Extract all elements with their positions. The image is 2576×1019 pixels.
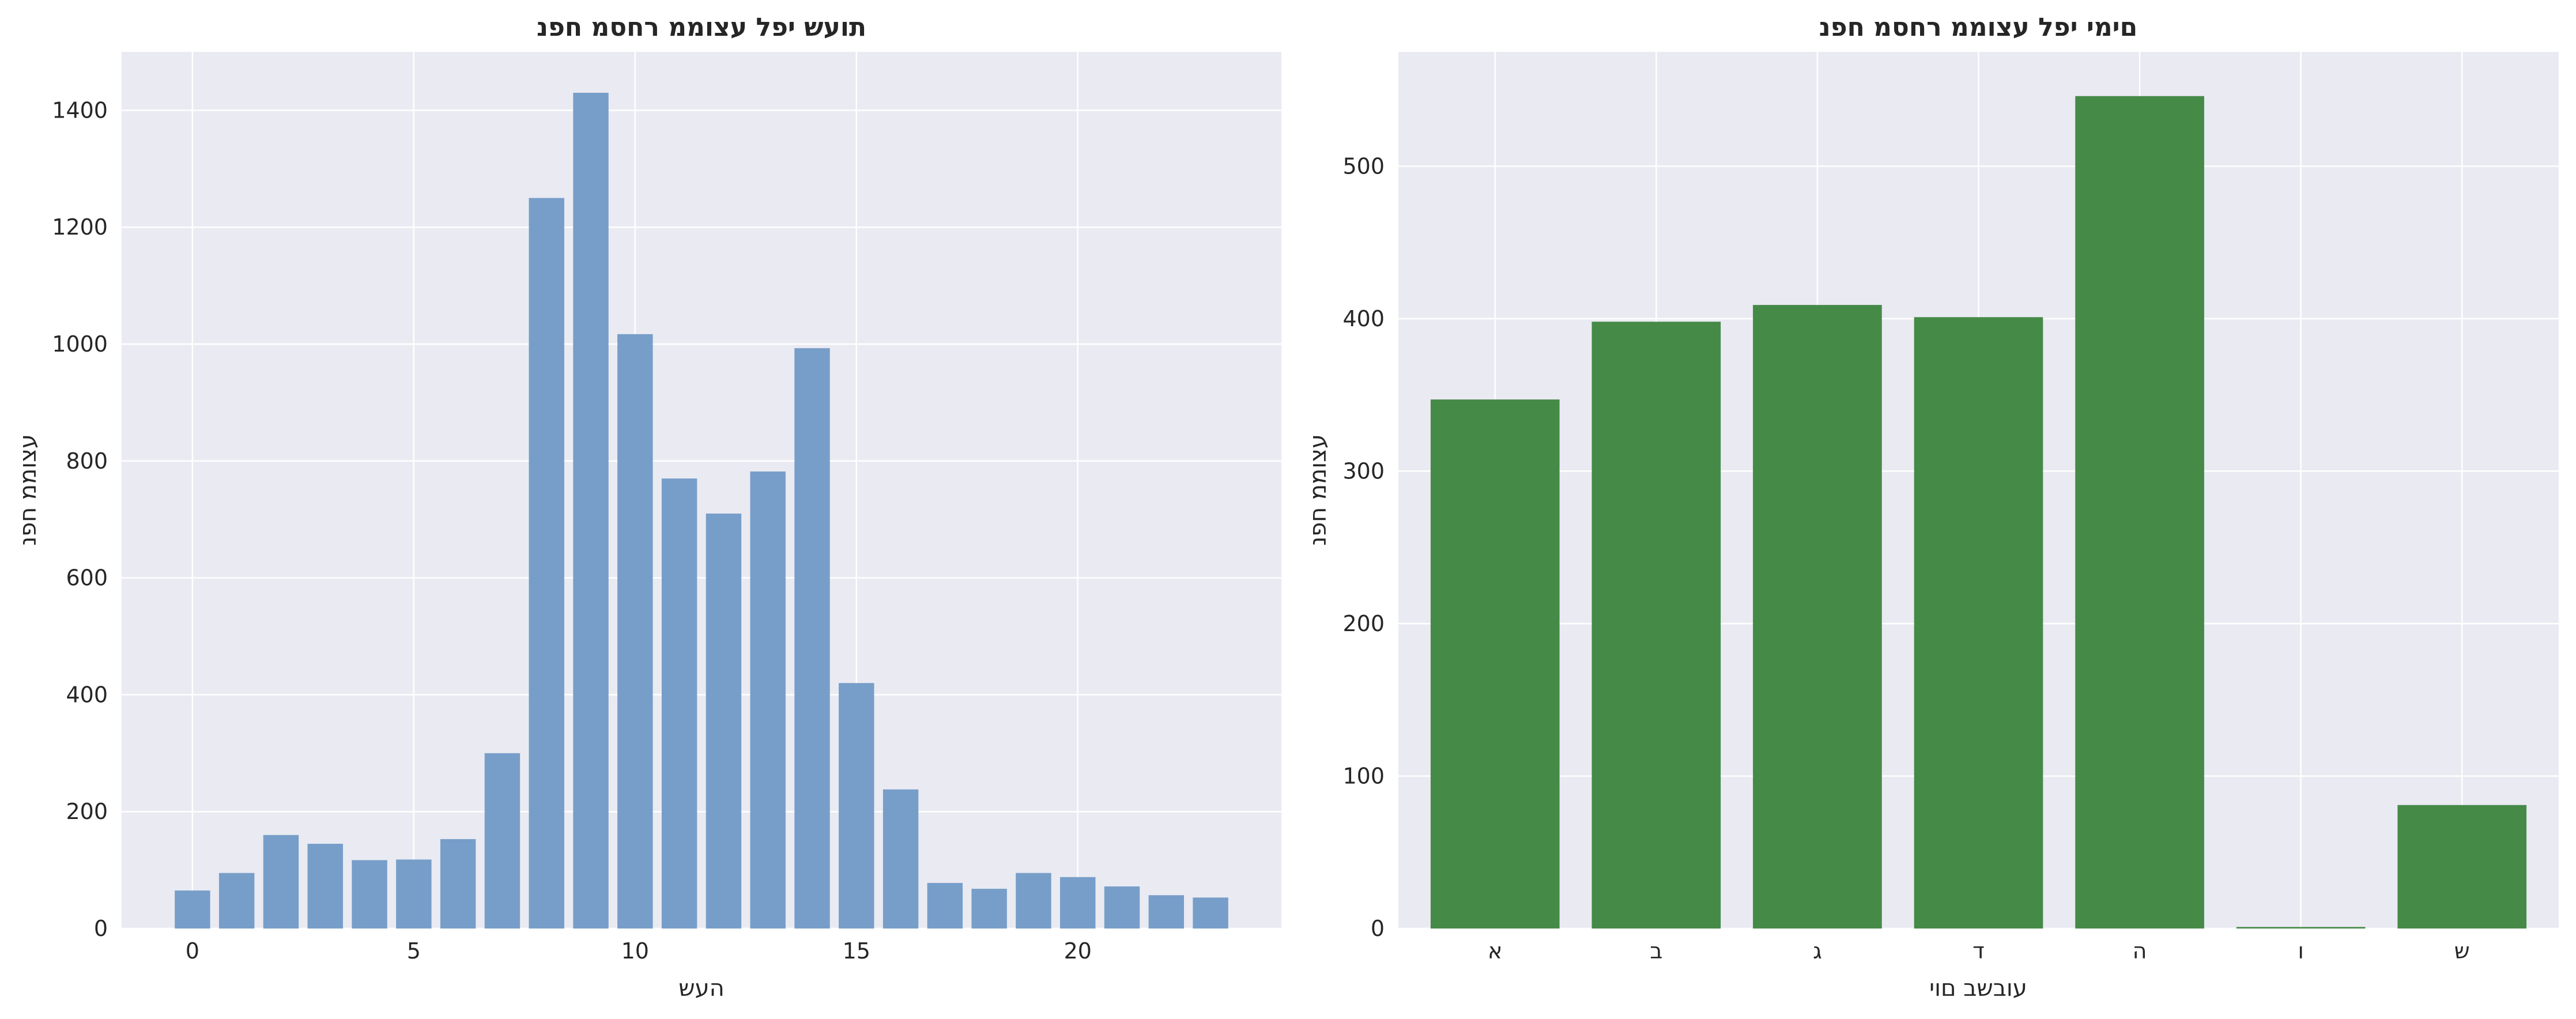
plot-area [122, 52, 1281, 929]
bar-hour-23 [1193, 897, 1228, 929]
x-tick-label: ד [1972, 938, 1985, 964]
bar-hour-9 [573, 92, 609, 929]
y-tick-label: 400 [66, 682, 108, 707]
bar-hour-5 [396, 859, 432, 929]
bar-hour-1 [218, 873, 255, 929]
chart-title: םימי יפל עצוממ רחסמ חפנ [1819, 13, 2138, 42]
bar-day-4 [2075, 96, 2204, 929]
y-tick-label: 600 [66, 565, 108, 591]
y-tick-label: 1400 [52, 97, 108, 123]
bar-hour-14 [794, 348, 830, 929]
x-tick-label: 0 [186, 938, 199, 964]
bar-hour-12 [706, 514, 742, 929]
x-tick-label: א [1488, 938, 1502, 964]
x-tick-label: ו [2298, 938, 2303, 964]
bar-hour-0 [175, 890, 210, 929]
bar-hour-17 [927, 882, 963, 929]
bar-hour-8 [529, 198, 564, 929]
bar-day-3 [1914, 317, 2043, 929]
bar-hour-19 [1016, 873, 1051, 929]
bar-hour-22 [1148, 895, 1185, 929]
y-tick-label: 300 [1342, 458, 1385, 484]
x-axis-label: עובשב םוי [1929, 975, 2027, 1002]
y-tick-labels: 0 100 200 300 400 500 [1342, 153, 1385, 941]
y-tick-label: 100 [1342, 763, 1385, 788]
bar-hour-20 [1060, 877, 1096, 929]
bar-day-2 [1753, 305, 1882, 929]
chart-title: תועש יפל עצוממ רחסמ חפנ [537, 13, 866, 42]
y-tick-label: 800 [66, 448, 108, 474]
bar-hour-4 [352, 860, 387, 929]
chart-average-volume-by-weekday: א ב ג ד ה ו ש 0 100 200 300 400 500 םימי יפל עצוממ … [1305, 13, 2559, 1002]
chart-average-volume-by-hour: 0 5 10 15 20 0 200 400 600 800 1000 1200 1400 תועש … [15, 13, 1281, 1002]
x-tick-label: 20 [1064, 938, 1092, 964]
bar-day-0 [1430, 399, 1560, 929]
y-tick-label: 200 [66, 799, 108, 824]
x-tick-labels: 0 5 10 15 20 [186, 938, 1092, 964]
x-tick-label: ב [1650, 938, 1662, 964]
y-tick-label: 0 [1371, 916, 1385, 941]
bar-hour-2 [263, 835, 299, 929]
y-axis-label: עצוממ חפנ [1305, 434, 1332, 546]
bar-hour-3 [307, 843, 343, 929]
x-tick-label: 10 [621, 938, 649, 964]
y-tick-label: 200 [1342, 611, 1385, 636]
bar-day-5 [2236, 927, 2366, 929]
x-tick-label: ה [2133, 938, 2147, 964]
x-axis-label: העש [678, 975, 725, 1002]
bar-hour-21 [1104, 886, 1140, 929]
bar-hour-16 [882, 789, 919, 929]
bar-day-1 [1591, 322, 1721, 929]
bar-series [1430, 96, 2527, 929]
x-tick-label: 5 [407, 938, 421, 964]
bar-hour-18 [971, 889, 1007, 929]
bar-hour-13 [750, 471, 786, 929]
y-tick-label: 500 [1342, 153, 1385, 179]
x-tick-label: ש [2454, 938, 2470, 964]
y-tick-labels: 0 200 400 600 800 1000 1200 1400 [52, 97, 108, 941]
y-tick-label: 1200 [52, 214, 108, 240]
y-tick-label: 1000 [52, 331, 108, 357]
y-tick-label: 400 [1342, 306, 1385, 331]
y-tick-label: 0 [94, 916, 108, 941]
bar-day-6 [2397, 805, 2527, 929]
y-axis-label: עצוממ חפנ [15, 434, 42, 546]
x-tick-label: 15 [843, 938, 870, 964]
bar-hour-11 [661, 478, 697, 929]
bar-hour-15 [839, 683, 874, 929]
bar-hour-10 [617, 334, 653, 929]
bar-hour-7 [484, 753, 521, 929]
bar-series [175, 92, 1228, 929]
x-tick-label: ג [1813, 938, 1822, 964]
bar-hour-6 [440, 839, 476, 929]
